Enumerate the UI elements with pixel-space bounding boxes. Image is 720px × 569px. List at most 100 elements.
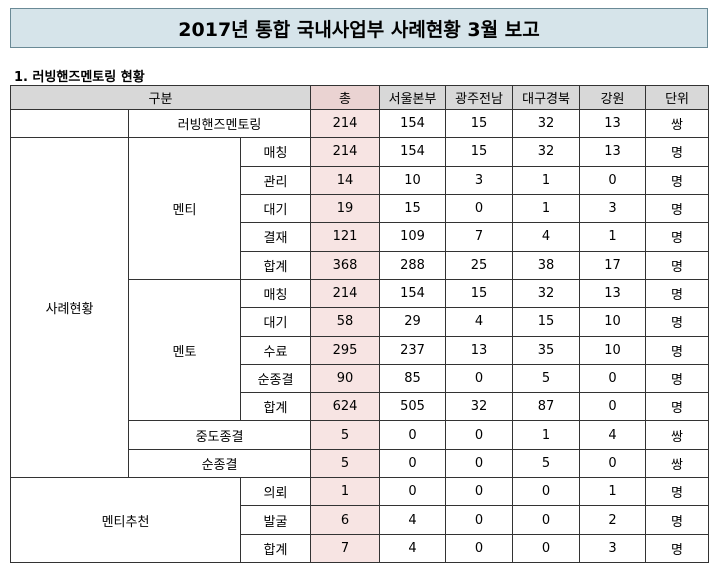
cell-seoul: 237	[379, 335, 447, 365]
row-label: 관리	[239, 165, 312, 195]
header-row: 구분 총 서울본부 광주전남 대구경북 강원 단위	[9, 85, 710, 110]
cell-seoul: 4	[379, 505, 447, 535]
cell-total: 214	[310, 108, 381, 139]
cell-gwangju: 0	[445, 505, 514, 535]
cell-gangwon: 13	[579, 278, 647, 309]
cell-gwangju: 3	[445, 165, 514, 195]
cell-total: 295	[310, 335, 381, 365]
cell-gangwon: 0	[579, 392, 647, 422]
cell-unit: 쌍	[645, 420, 710, 450]
cell-seoul: 85	[379, 363, 447, 394]
cell-gangwon: 1	[579, 477, 647, 507]
cell-gangwon: 1	[579, 222, 647, 252]
header-category: 구분	[9, 85, 312, 110]
cell-unit: 명	[645, 307, 710, 337]
table-row: 멘티추천 의뢰 1 0 0 0 1 명	[10, 477, 710, 563]
cell-seoul: 154	[379, 108, 447, 139]
table-row: 합계 7 4 0 0 3 명	[11, 533, 710, 564]
cell-gangwon: 10	[579, 335, 647, 365]
cell-gangwon: 17	[579, 250, 647, 280]
header-gangwon: 강원	[579, 85, 647, 110]
cell-seoul: 4	[379, 533, 447, 564]
cell-gangwon: 3	[579, 533, 647, 564]
table-row: 대기 58 29 4 15 10 명	[11, 307, 710, 337]
cell-unit: 명	[645, 193, 710, 224]
cell-daegu: 32	[512, 137, 581, 167]
row-label: 합계	[239, 250, 312, 280]
cell-gwangju: 0	[445, 477, 514, 507]
cell-unit: 명	[645, 222, 710, 252]
row-label: 순종결	[239, 363, 312, 394]
cell-gwangju: 15	[445, 137, 514, 167]
cell-seoul: 154	[379, 278, 447, 309]
cell-total: 214	[310, 278, 381, 309]
table-row: 순종결 90 85 0 5 0 명	[11, 363, 710, 394]
cell-seoul: 505	[379, 392, 447, 422]
row-label: 매칭	[239, 137, 312, 167]
cell-seoul: 109	[379, 222, 447, 252]
cell-unit: 명	[645, 250, 710, 280]
table-row: 합계 624 505 32 87 0 명	[11, 392, 710, 422]
row-label: 합계	[239, 533, 312, 564]
cell-gangwon: 13	[579, 108, 647, 139]
cell-seoul: 10	[379, 165, 447, 195]
row-label: 순종결	[127, 448, 312, 479]
cell-total: 19	[310, 193, 381, 224]
cell-gangwon: 0	[579, 165, 647, 195]
table-row: 순종결 5 0 0 5 0 쌍	[11, 448, 710, 479]
cell-daegu: 0	[512, 477, 581, 507]
cell-seoul: 0	[379, 477, 447, 507]
header-total: 총	[310, 85, 381, 110]
cell-total: 7	[310, 533, 381, 564]
cell-gangwon: 10	[579, 307, 647, 337]
table-row: 러빙핸즈멘토링 214 154 15 32 13 쌍	[10, 108, 710, 139]
cell-unit: 명	[645, 505, 710, 535]
cell-daegu: 15	[512, 307, 581, 337]
cell-unit: 명	[645, 137, 710, 167]
row-label: 발굴	[239, 505, 312, 535]
cell-seoul: 154	[379, 137, 447, 167]
cell-daegu: 0	[512, 533, 581, 564]
header-daegu: 대구경북	[512, 85, 581, 110]
cell-seoul: 0	[379, 420, 447, 450]
cell-daegu: 38	[512, 250, 581, 280]
cell-gwangju: 13	[445, 335, 514, 365]
table-row: 멘토 매칭 214 154 15 32 13 명	[11, 278, 710, 422]
cell-total: 1	[310, 477, 381, 507]
cell-gangwon: 4	[579, 420, 647, 450]
cell-gangwon: 13	[579, 137, 647, 167]
cell-gwangju: 15	[445, 108, 514, 139]
cell-unit: 명	[645, 278, 710, 309]
cell-gwangju: 0	[445, 420, 514, 450]
cell-gwangju: 15	[445, 278, 514, 309]
cell-unit: 명	[645, 392, 710, 422]
row-label: 수료	[239, 335, 312, 365]
header-unit: 단위	[645, 85, 710, 110]
cell-gangwon: 2	[579, 505, 647, 535]
group-mentee: 멘티	[128, 137, 241, 280]
table-row: 관리 14 10 3 1 0 명	[11, 165, 710, 195]
row-label: 합계	[239, 392, 312, 422]
row-label: 러빙핸즈멘토링	[127, 108, 312, 139]
cell-gwangju: 0	[445, 533, 514, 564]
cell-seoul: 29	[379, 307, 447, 337]
cell-seoul: 15	[379, 193, 447, 224]
row-label: 결재	[239, 222, 312, 252]
cell-daegu: 35	[512, 335, 581, 365]
cell-unit: 명	[645, 335, 710, 365]
row-label: 중도종결	[127, 420, 312, 450]
cell-total: 90	[310, 363, 381, 394]
cell-total: 5	[310, 420, 381, 450]
cell-unit: 명	[645, 533, 710, 564]
row-label: 의뢰	[239, 477, 312, 507]
row-label: 대기	[239, 307, 312, 337]
cell-total: 368	[310, 250, 381, 280]
cell-daegu: 1	[512, 165, 581, 195]
cell-gwangju: 7	[445, 222, 514, 252]
table-row: 수료 295 237 13 35 10 명	[11, 335, 710, 365]
cell-daegu: 32	[512, 278, 581, 309]
cell-gwangju: 0	[445, 193, 514, 224]
header-gwangju: 광주전남	[445, 85, 514, 110]
cell-unit: 쌍	[645, 108, 710, 139]
cell-seoul: 0	[379, 448, 447, 479]
